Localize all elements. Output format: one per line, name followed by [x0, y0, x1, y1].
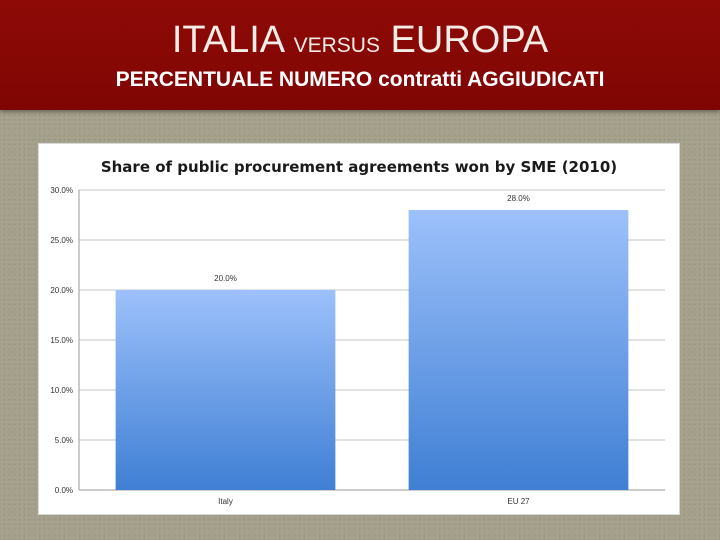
y-axis-ticks: 0.0% 5.0% 10.0% 15.0% 20.0% 25.0% 30.0% — [50, 186, 73, 495]
y-tick-label: 20.0% — [50, 286, 73, 295]
chart-title: Share of public procurement agreements w… — [101, 158, 617, 176]
title-versus: VERSUS — [293, 34, 380, 57]
data-label: 20.0% — [214, 274, 237, 283]
category-label: Italy — [218, 497, 233, 506]
x-axis-categories: Italy EU 27 — [218, 497, 530, 506]
bar-italy — [115, 290, 336, 490]
slide-subtitle: PERCENTUALE NUMERO contratti AGGIUDICATI — [115, 68, 605, 91]
y-tick-label: 30.0% — [50, 186, 73, 195]
title-europa: EUROPA — [379, 19, 549, 61]
y-tick-label: 25.0% — [50, 236, 73, 245]
chart-panel: Share of public procurement agreements w… — [38, 143, 680, 515]
title-italia: ITALIA — [171, 19, 294, 61]
bar-chart: Share of public procurement agreements w… — [50, 158, 665, 506]
slide-header: ITALIA VERSUS EUROPA PERCENTUALE NUMERO … — [0, 0, 720, 110]
bar-eu-27 — [408, 210, 629, 490]
y-tick-label: 15.0% — [50, 336, 73, 345]
data-labels: 20.0% 28.0% — [214, 194, 530, 283]
slide-title: ITALIA VERSUS EUROPA — [0, 18, 720, 68]
data-label: 28.0% — [507, 194, 530, 203]
category-label: EU 27 — [507, 497, 530, 506]
bars — [115, 210, 629, 490]
y-tick-label: 10.0% — [50, 386, 73, 395]
y-tick-label: 0.0% — [55, 486, 73, 495]
y-tick-label: 5.0% — [55, 436, 73, 445]
